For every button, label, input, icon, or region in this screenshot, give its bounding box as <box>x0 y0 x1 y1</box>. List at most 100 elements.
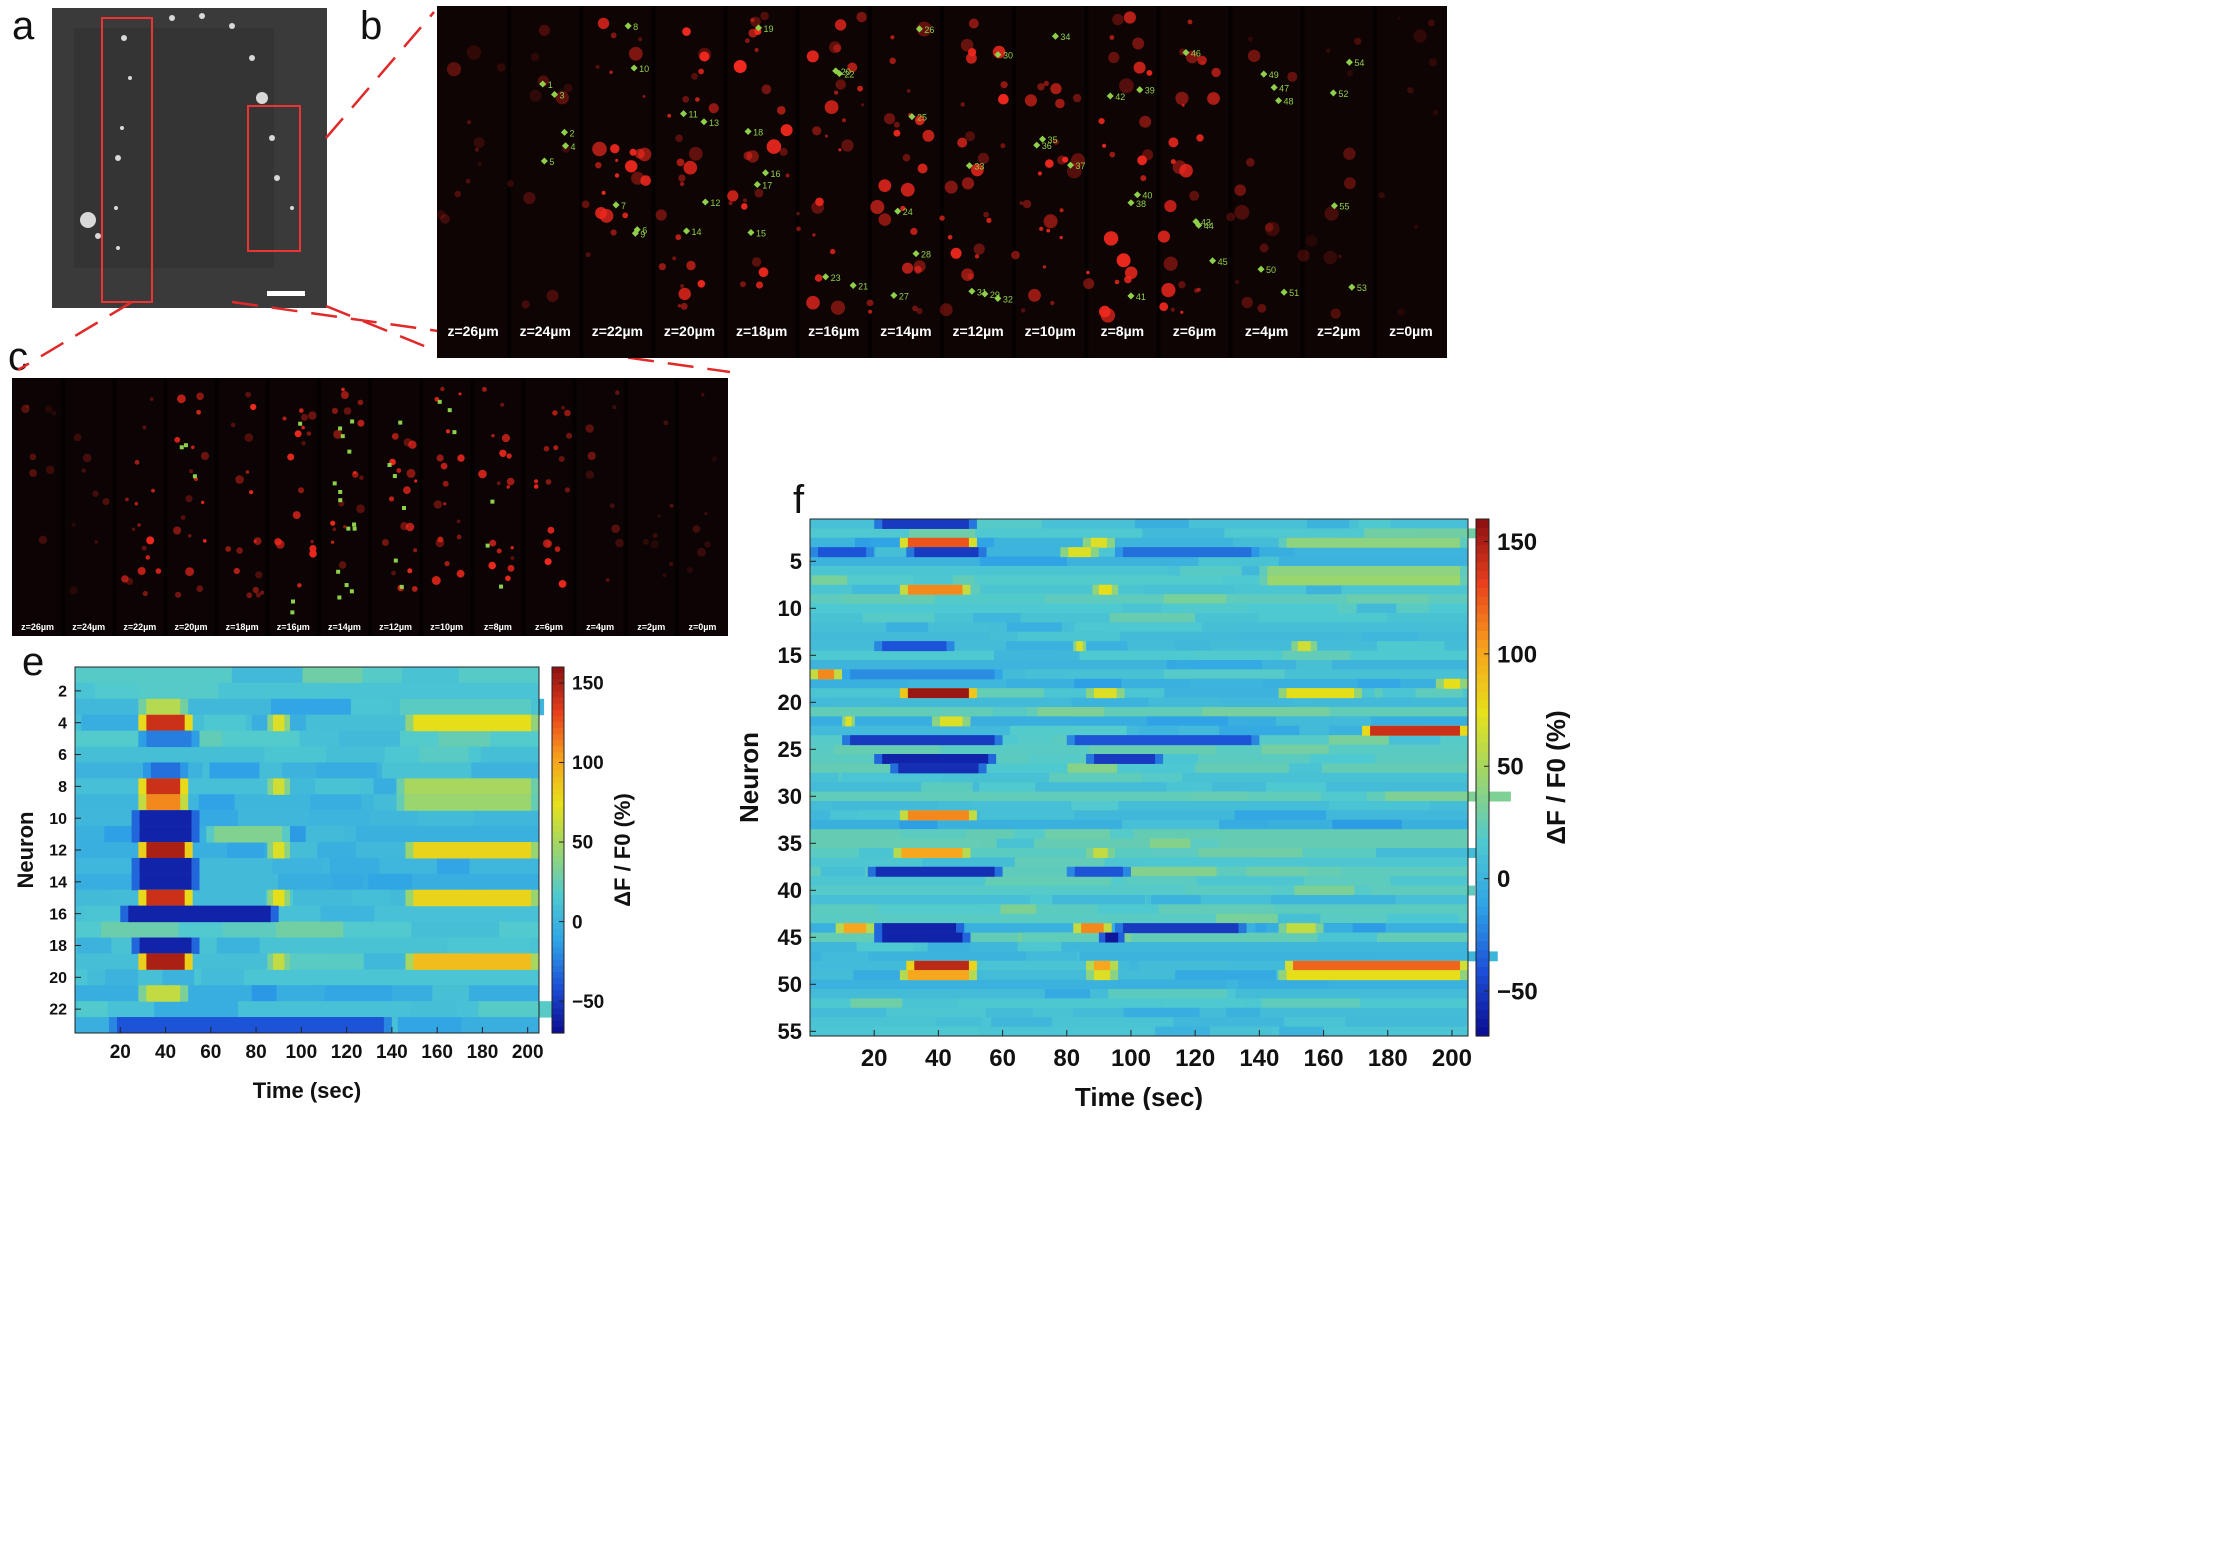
heatmap-event <box>273 778 285 795</box>
column-divider <box>1156 6 1161 358</box>
neuron-id-label: 6 <box>642 226 647 236</box>
fluorescent-spot <box>1201 60 1206 65</box>
fluorescent-spot <box>29 453 37 461</box>
fluorescent-spot <box>1059 235 1063 240</box>
fluorescent-spot <box>357 419 365 427</box>
heatmap-event <box>146 889 185 907</box>
colorbar-segment <box>552 679 564 686</box>
fluorescent-spot <box>543 445 550 452</box>
colorbar-segment <box>1476 949 1489 960</box>
fluorescent-spot <box>1042 265 1047 269</box>
colorbar-tick-label: 100 <box>1497 641 1537 668</box>
colorbar-segment <box>1476 613 1489 623</box>
y-tick-label: 10 <box>778 596 802 621</box>
heatmap-row <box>810 707 1468 717</box>
roi-box-b <box>247 105 301 252</box>
heatmap-cell <box>1345 1017 1467 1028</box>
fluorescent-spot <box>177 394 186 404</box>
fluorescent-spot <box>331 407 339 414</box>
heatmap-event <box>139 826 192 843</box>
fluorescent-spot <box>1407 87 1414 94</box>
fluorescent-spot <box>149 397 154 401</box>
heatmap-cell <box>1296 660 1332 670</box>
heatmap-cell <box>1194 650 1275 661</box>
heatmap-event <box>413 953 531 970</box>
neuron-marker <box>630 64 638 72</box>
heatmap-event <box>1094 960 1111 971</box>
colorbar-segment <box>552 843 564 851</box>
column-divider <box>521 378 526 636</box>
fluorescent-spot <box>298 487 304 494</box>
heatmap-cell <box>1173 1017 1285 1028</box>
fluorescent-spot <box>1197 287 1201 292</box>
fluorescent-spot <box>815 197 824 207</box>
heatmap-event <box>907 537 969 548</box>
fluorescent-spot <box>308 411 317 420</box>
fluorescent-spot <box>691 73 698 80</box>
colorbar-segment <box>1476 906 1489 916</box>
colorbar-segment <box>552 709 564 717</box>
column-divider <box>623 378 628 636</box>
heatmap-cell <box>1142 528 1225 539</box>
fluorescent-spot <box>824 100 839 114</box>
heatmap-cell <box>1282 650 1351 661</box>
column-divider <box>795 6 800 358</box>
heatmap-event <box>273 889 285 907</box>
fluorescent-spot <box>94 540 99 544</box>
fluorescent-spot <box>755 281 764 289</box>
colorbar-segment <box>552 825 564 833</box>
panel-label-b: b <box>360 4 383 48</box>
colorbar-segment <box>1476 743 1489 753</box>
heatmap-cell <box>1377 641 1445 652</box>
heatmap-cell <box>1356 603 1397 614</box>
colorbar-segment <box>552 673 564 680</box>
fluorescent-spot <box>961 268 974 282</box>
heatmap-cell <box>138 682 219 700</box>
fluorescent-spot <box>1413 29 1427 43</box>
fluorescent-spot <box>1059 208 1064 213</box>
fluorescent-spot <box>352 471 359 478</box>
heatmap-row <box>810 838 1468 849</box>
fluorescent-spot <box>1168 137 1179 148</box>
neuron-id-label: 22 <box>844 70 854 80</box>
neuron-id-label: 20 <box>841 67 851 77</box>
neuron-id-label: 44 <box>1204 221 1214 231</box>
neuron-id-label: 21 <box>858 281 868 291</box>
neuron-marker <box>392 474 397 479</box>
fluorescent-spot <box>437 536 444 543</box>
colorbar-segment <box>1476 958 1489 968</box>
zstack-panel-c: z=26µm z=24µm z=22µm z=20µm z=18µm z=16µm z=14… <box>12 378 728 636</box>
fluorescent-spot <box>847 62 858 73</box>
fluorescent-spot <box>301 440 306 446</box>
neuron-marker <box>981 290 989 298</box>
heatmap-cell <box>1252 913 1321 924</box>
fluorescent-spot <box>900 182 915 197</box>
heatmap-cell <box>1074 622 1203 633</box>
heatmap-event <box>139 810 192 827</box>
heatmap-event <box>150 762 181 779</box>
colorbar-segment <box>1476 544 1489 555</box>
colorbar-segment <box>552 874 564 882</box>
z-depth-label: z=6µm <box>1173 323 1216 339</box>
x-axis-title: Time (sec) <box>253 1078 361 1103</box>
heatmap-row <box>810 913 1468 924</box>
neuron-marker <box>437 399 442 404</box>
x-tick-label: 120 <box>1175 1045 1215 1072</box>
fluorescent-spot <box>695 97 700 102</box>
fluorescent-spot <box>658 263 666 271</box>
heatmap-cell <box>1006 622 1062 633</box>
colorbar-tick-label: −50 <box>572 992 604 1013</box>
fluorescent-spot <box>754 188 764 198</box>
fluorescent-spot <box>131 527 136 532</box>
heatmap-cell <box>1117 763 1196 774</box>
colorbar-segment <box>1476 941 1489 951</box>
heatmap-cell <box>77 937 112 954</box>
fluorescent-spot <box>478 469 487 479</box>
fluorescent-spot <box>553 445 559 451</box>
fluorescent-spot <box>333 429 343 439</box>
colorbar-segment <box>552 740 564 747</box>
colorbar-segment <box>1476 527 1489 537</box>
z-depth-label: z=12µm <box>952 323 1003 339</box>
z-depth-label: z=10µm <box>430 622 463 632</box>
